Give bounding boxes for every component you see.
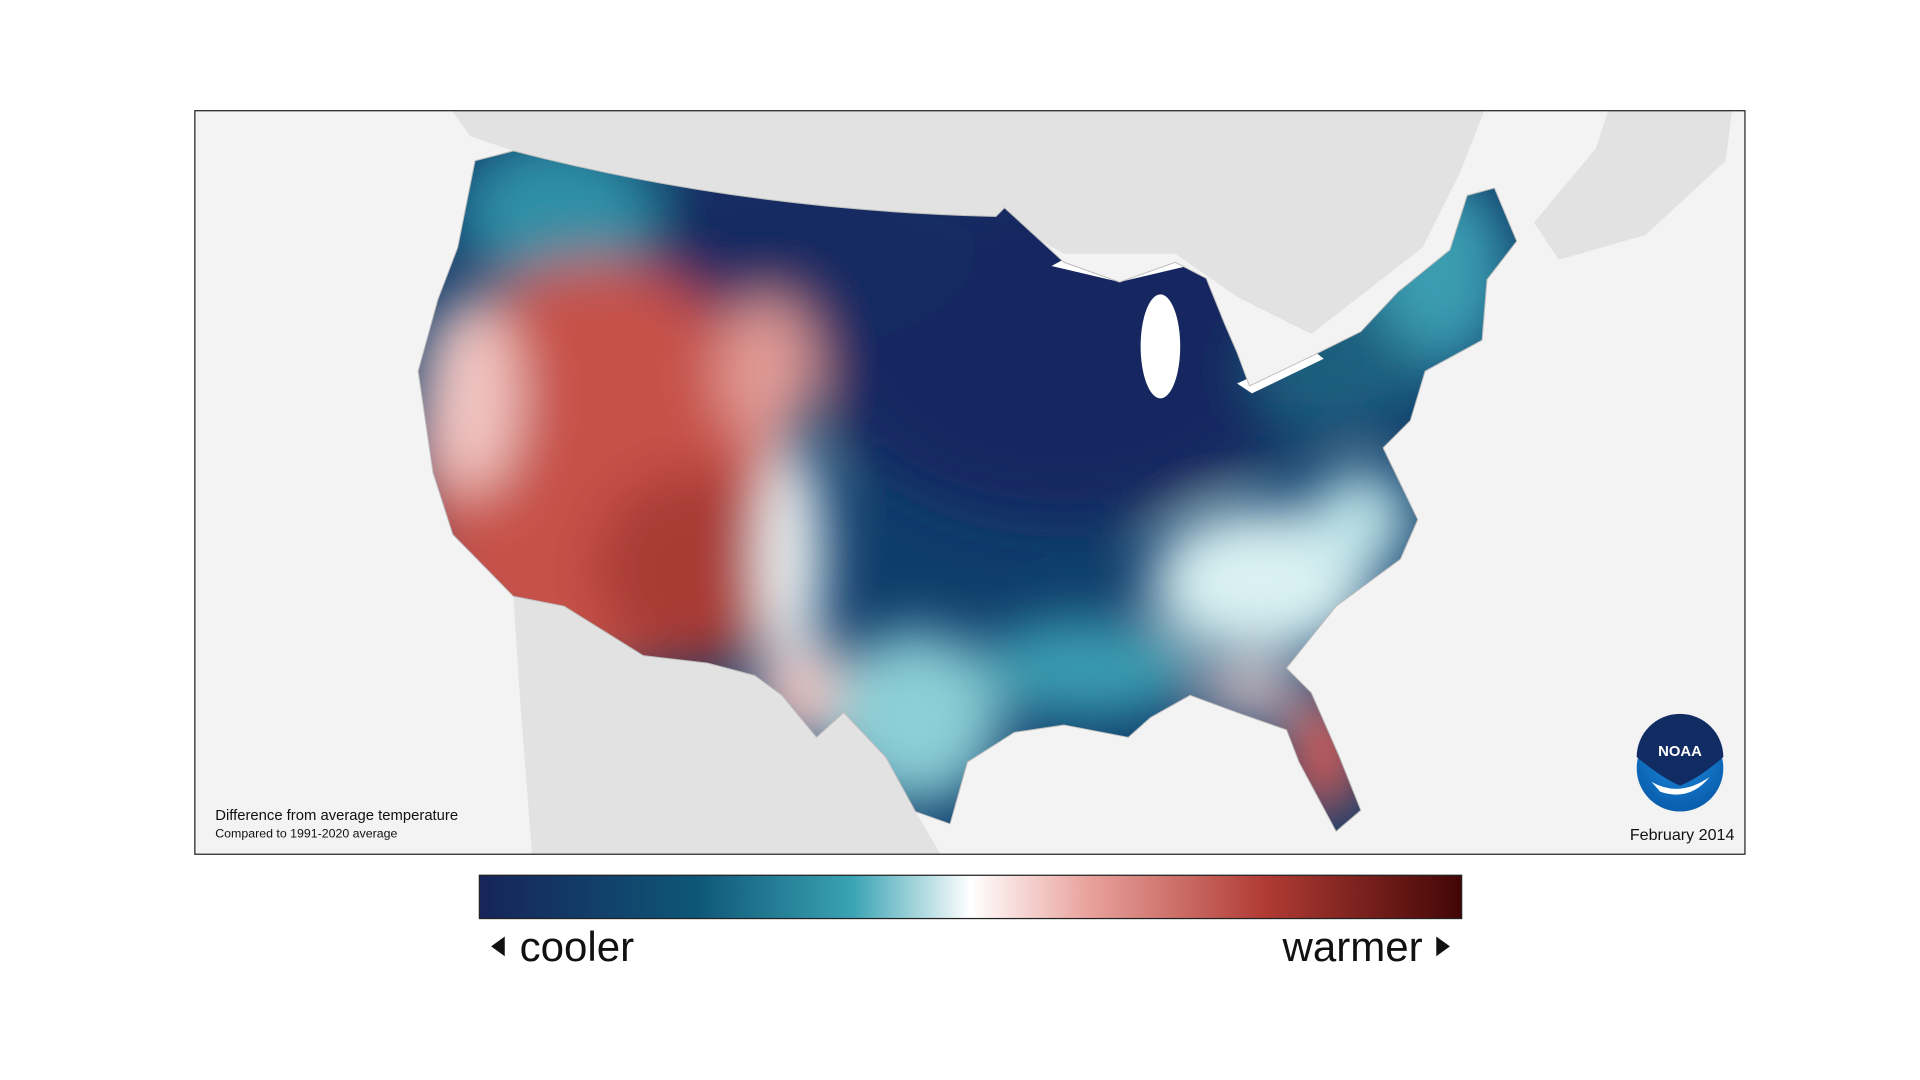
warmer-arrow <box>1436 936 1450 957</box>
map-area: Difference from average temperature Comp… <box>194 110 1745 854</box>
map-frame <box>194 110 1746 855</box>
caption-subtitle: Compared to 1991-2020 average <box>215 827 397 841</box>
mexico <box>513 596 941 854</box>
noaa-logo: NOAA <box>1636 713 1724 812</box>
logo-text: NOAA <box>1658 744 1702 760</box>
logo-gull <box>1651 776 1710 795</box>
us-outline <box>417 150 1518 833</box>
cooler-arrow <box>491 936 505 957</box>
caption-title: Difference from average temperature <box>215 808 458 824</box>
lake-michigan <box>1140 294 1181 399</box>
legend: cooler warmer <box>478 874 1463 970</box>
map-date: February 2014 <box>1630 826 1735 844</box>
legend-high-label: warmer <box>1282 923 1423 970</box>
logo-top <box>1636 713 1724 786</box>
canada <box>451 110 1485 335</box>
color-scale <box>478 874 1463 920</box>
canada-east <box>1534 110 1732 260</box>
legend-low-label: cooler <box>520 923 635 970</box>
